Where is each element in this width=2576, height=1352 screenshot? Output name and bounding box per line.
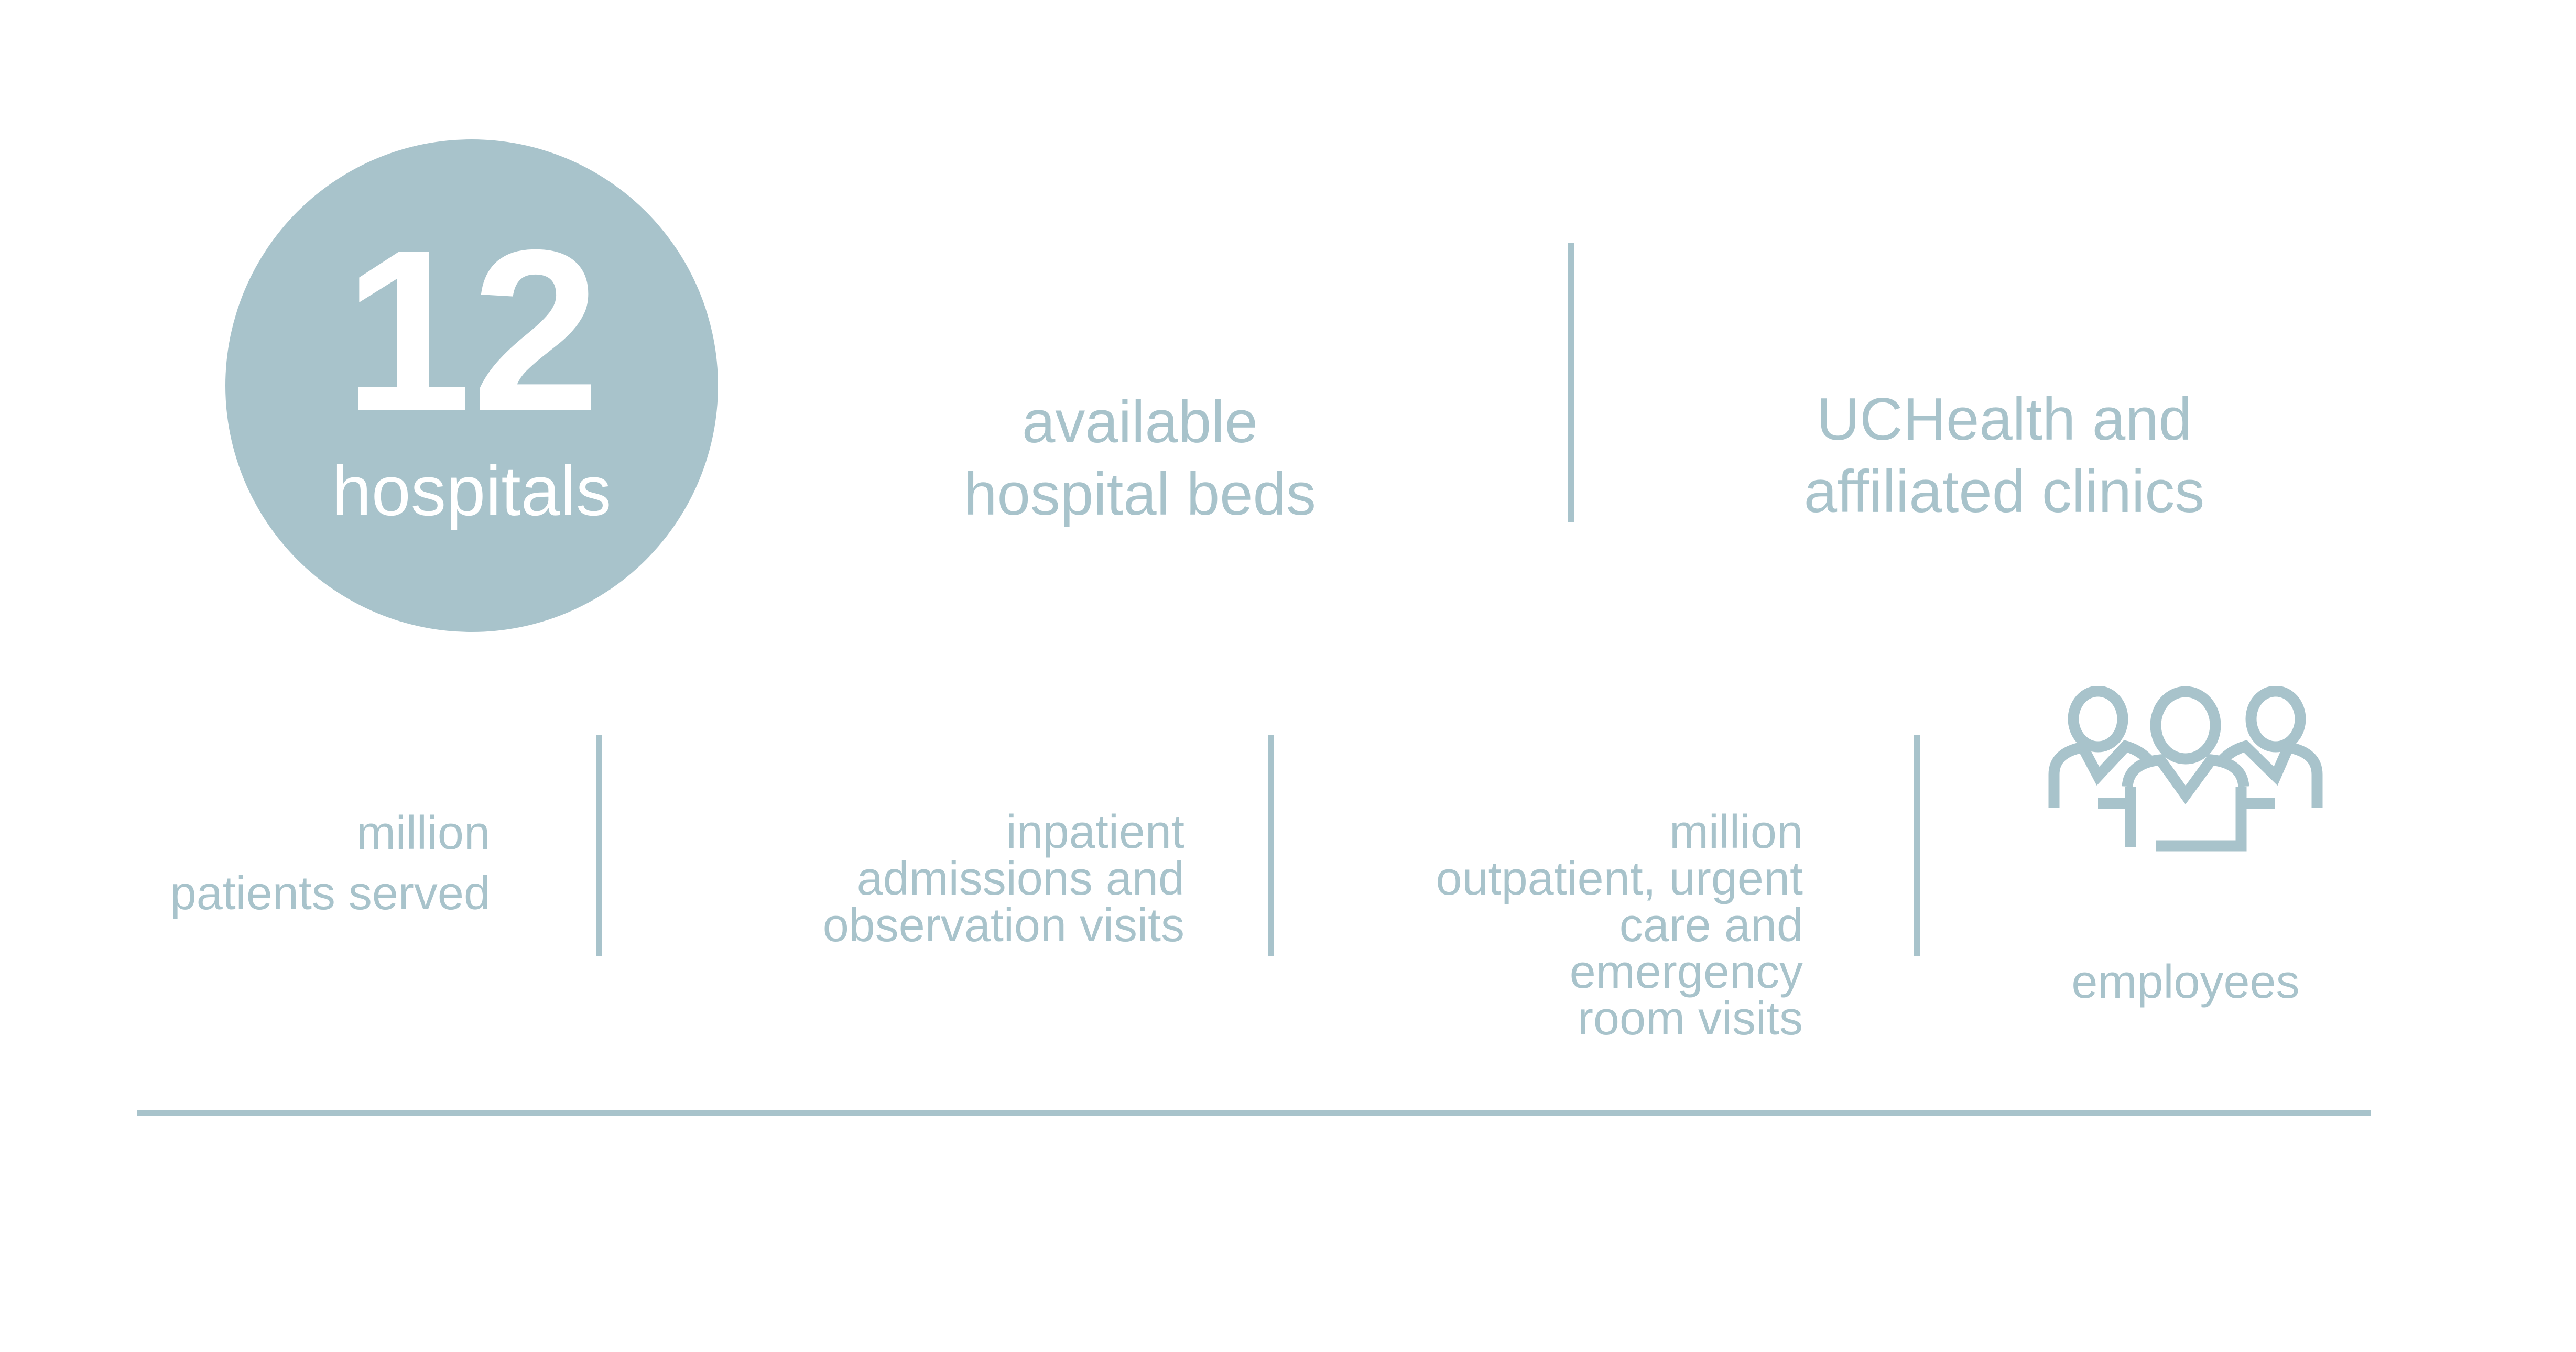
employees-label: employees [2071,956,2300,1008]
stat-line: admissions and [856,853,1184,905]
stat-line: observation visits [822,899,1184,952]
stat-affiliated-clinics: UCHealth and affiliated clinics [1690,384,2319,528]
divider-vertical [1914,735,1920,956]
stat-line: affiliated clinics [1803,459,2205,525]
divider-vertical [1268,735,1274,956]
stat-outpatient-visits: million outpatient, urgent care and emer… [1384,809,1803,1042]
stat-line: UCHealth and [1816,386,2192,453]
stat-line: outpatient, urgent [1436,853,1803,905]
hospitals-label: hospitals [332,451,612,530]
stat-line: patients served [170,867,490,920]
stat-patients-served: million patients served [71,803,490,924]
bottom-rule [137,1110,2371,1116]
hospitals-circle [225,139,718,632]
stat-inpatient-admissions: inpatient admissions and observation vis… [765,809,1184,949]
stat-line: million [1669,806,1803,858]
divider-vertical [1568,243,1574,522]
divider-vertical [596,735,602,956]
hospital-count: 12 [343,202,600,460]
stat-line: care and emergency [1569,899,1803,998]
stat-line: available [1022,389,1258,455]
stat-line: room visits [1577,993,1803,1045]
people-group-icon [2034,686,2348,896]
stat-line: hospital beds [964,461,1316,528]
stat-available-beds: available hospital beds [825,386,1454,531]
stat-line: million [356,807,490,859]
stat-line: inpatient [1006,806,1184,858]
